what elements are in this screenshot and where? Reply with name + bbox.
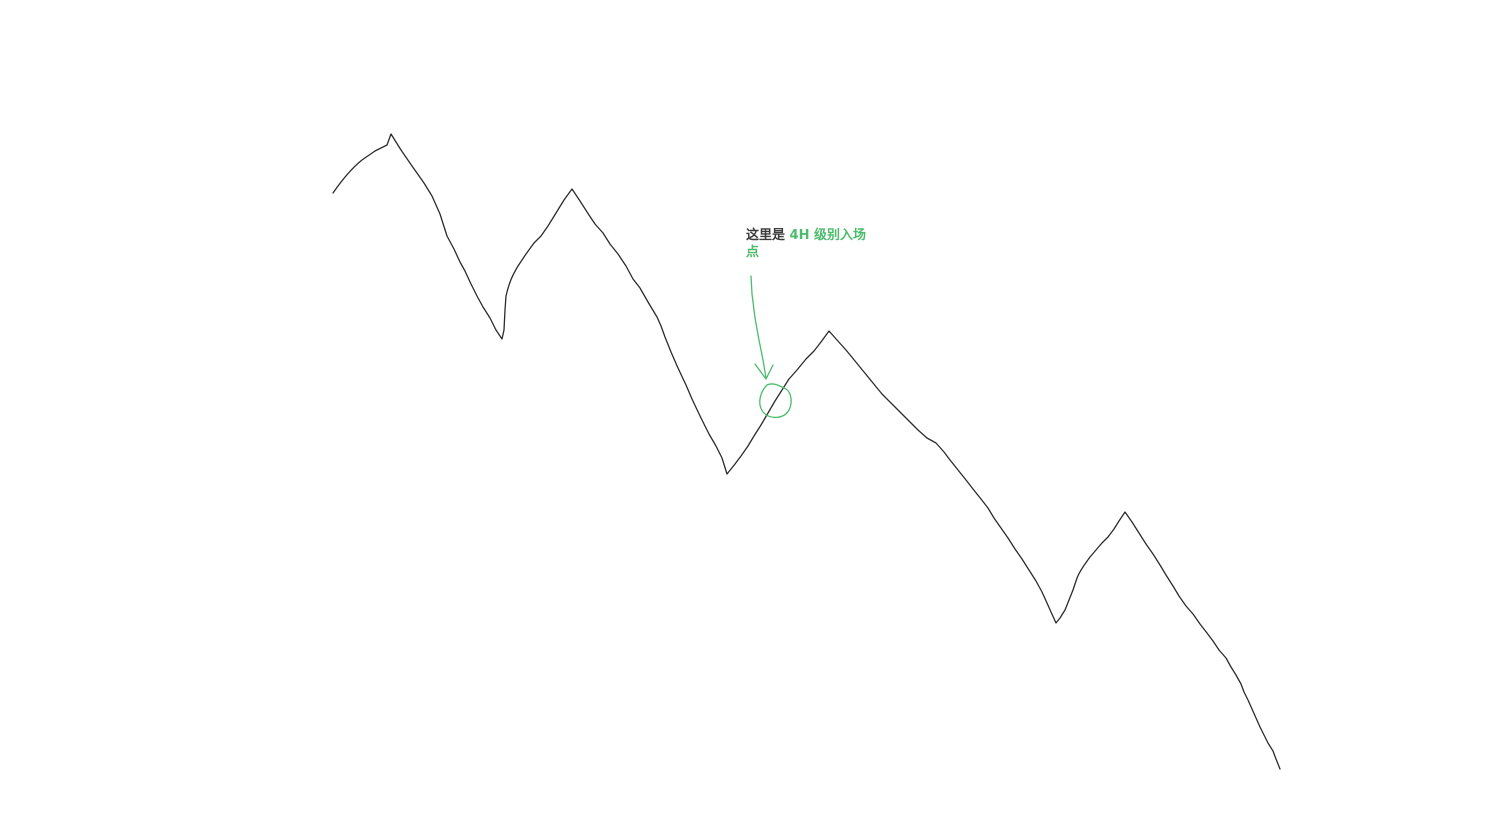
- entry-point-circle-icon: [759, 383, 792, 419]
- arrow-head-icon: [754, 363, 774, 380]
- down-arrow-icon: [750, 275, 767, 379]
- annotation-text-entry: 4H 级别入场点: [746, 228, 866, 260]
- entry-point-annotation: 这里是 4H 级别入场点: [746, 227, 876, 261]
- annotation-text-here: 这里是: [746, 228, 786, 243]
- price-zigzag-line: [332, 133, 1281, 770]
